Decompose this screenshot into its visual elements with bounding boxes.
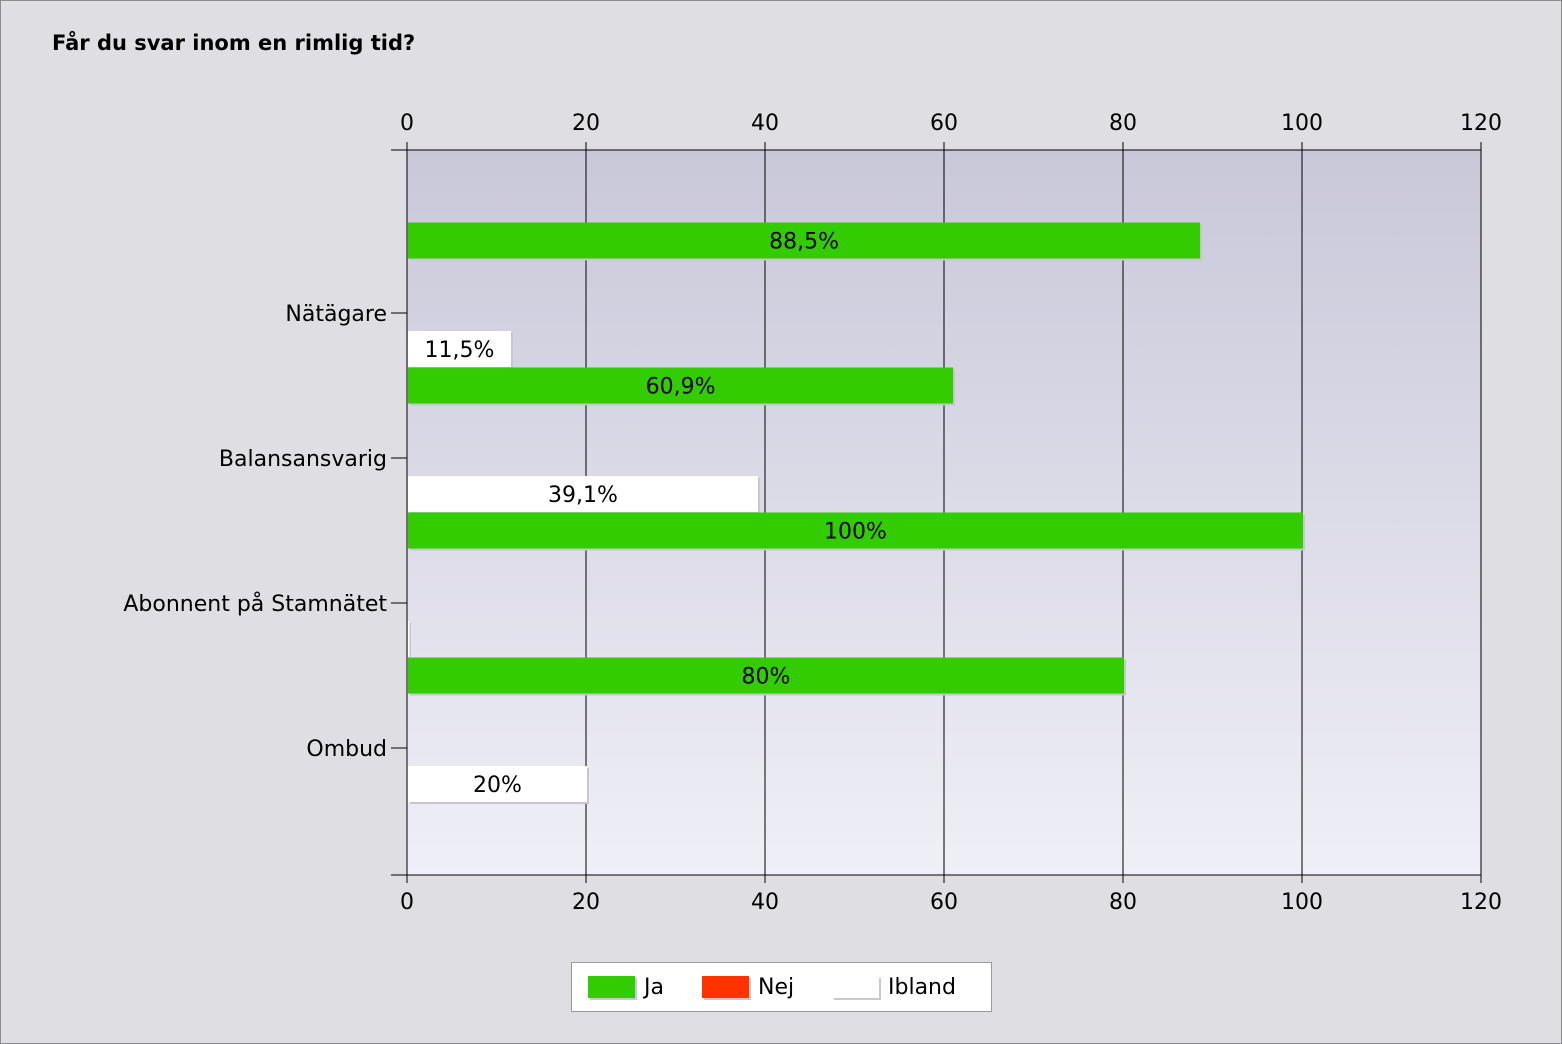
- data-label-ja-2: 100%: [824, 520, 887, 545]
- tick-label-bottom-100: 100: [1281, 890, 1323, 915]
- bar-ja-0: [408, 222, 1201, 259]
- legend-swatch-ja: [588, 976, 635, 998]
- tick-label-bottom-120: 120: [1460, 890, 1502, 915]
- bar-ibland-2: [408, 621, 409, 657]
- tick-label-top-120: 120: [1460, 111, 1502, 136]
- tick-label-top-40: 40: [751, 111, 779, 136]
- bar-ja-1: [408, 367, 954, 404]
- legend-item-ja: Ja: [588, 963, 664, 1011]
- tick-label-top-20: 20: [572, 111, 600, 136]
- data-label-ja-3: 80%: [742, 665, 791, 690]
- tick-label-top-80: 80: [1109, 111, 1137, 136]
- bar-shadow-2-2: [410, 623, 411, 659]
- data-label-ibland-0: 11,5%: [425, 338, 495, 363]
- legend-item-nej: Nej: [702, 963, 794, 1011]
- category-label-0: Nätägare: [285, 302, 387, 327]
- tick-label-top-60: 60: [930, 111, 958, 136]
- category-label-2: Abonnent på Stamnätet: [123, 591, 387, 617]
- data-label-ibland-1: 39,1%: [548, 483, 618, 508]
- legend: Ja Nej Ibland: [571, 962, 992, 1012]
- bar-ja-2: [408, 512, 1303, 549]
- category-label-1: Balansansvarig: [219, 447, 387, 472]
- legend-item-ibland: Ibland: [832, 963, 956, 1011]
- legend-swatch-ibland: [832, 976, 879, 998]
- tick-label-bottom-40: 40: [751, 890, 779, 915]
- bar-ja-3: [408, 657, 1124, 694]
- tick-label-bottom-60: 60: [930, 890, 958, 915]
- legend-label-ja: Ja: [644, 974, 664, 1000]
- category-label-3: Ombud: [306, 737, 387, 762]
- bar-ibland-0: [408, 331, 511, 367]
- tick-label-top-0: 0: [400, 111, 414, 136]
- legend-swatch-nej: [702, 976, 749, 998]
- tick-label-bottom-20: 20: [572, 890, 600, 915]
- legend-label-nej: Nej: [758, 974, 795, 1000]
- data-label-ja-0: 88,5%: [769, 230, 839, 255]
- tick-label-top-100: 100: [1281, 111, 1323, 136]
- data-label-ibland-3: 20%: [473, 773, 522, 798]
- tick-label-bottom-80: 80: [1109, 890, 1137, 915]
- bar-ibland-1: [408, 476, 758, 512]
- data-label-ja-1: 60,9%: [646, 375, 716, 400]
- legend-label-ibland: Ibland: [888, 974, 956, 1000]
- bar-ibland-3: [408, 766, 587, 802]
- tick-label-bottom-0: 0: [400, 890, 414, 915]
- chart-title: Får du svar inom en rimlig tid?: [52, 31, 416, 55]
